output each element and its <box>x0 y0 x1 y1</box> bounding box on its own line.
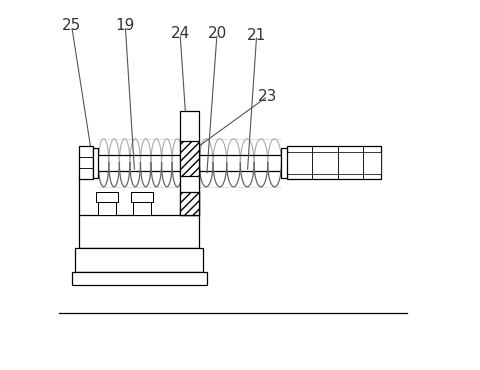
Bar <box>180 192 199 215</box>
Text: 24: 24 <box>170 26 190 41</box>
Bar <box>132 202 151 215</box>
Text: 20: 20 <box>207 26 227 41</box>
Bar <box>79 146 93 179</box>
Text: 25: 25 <box>62 18 81 33</box>
Text: 23: 23 <box>258 89 277 104</box>
Text: 19: 19 <box>116 18 135 33</box>
Bar <box>75 248 203 272</box>
Text: 21: 21 <box>247 28 266 43</box>
Bar <box>281 148 287 178</box>
Bar <box>287 146 381 179</box>
Bar <box>180 141 199 176</box>
Bar <box>72 272 207 285</box>
Bar <box>97 202 116 215</box>
Bar <box>79 215 199 248</box>
Bar <box>180 111 199 215</box>
Bar <box>287 152 381 174</box>
Bar <box>96 192 118 202</box>
Bar <box>93 148 98 178</box>
Bar <box>131 192 153 202</box>
